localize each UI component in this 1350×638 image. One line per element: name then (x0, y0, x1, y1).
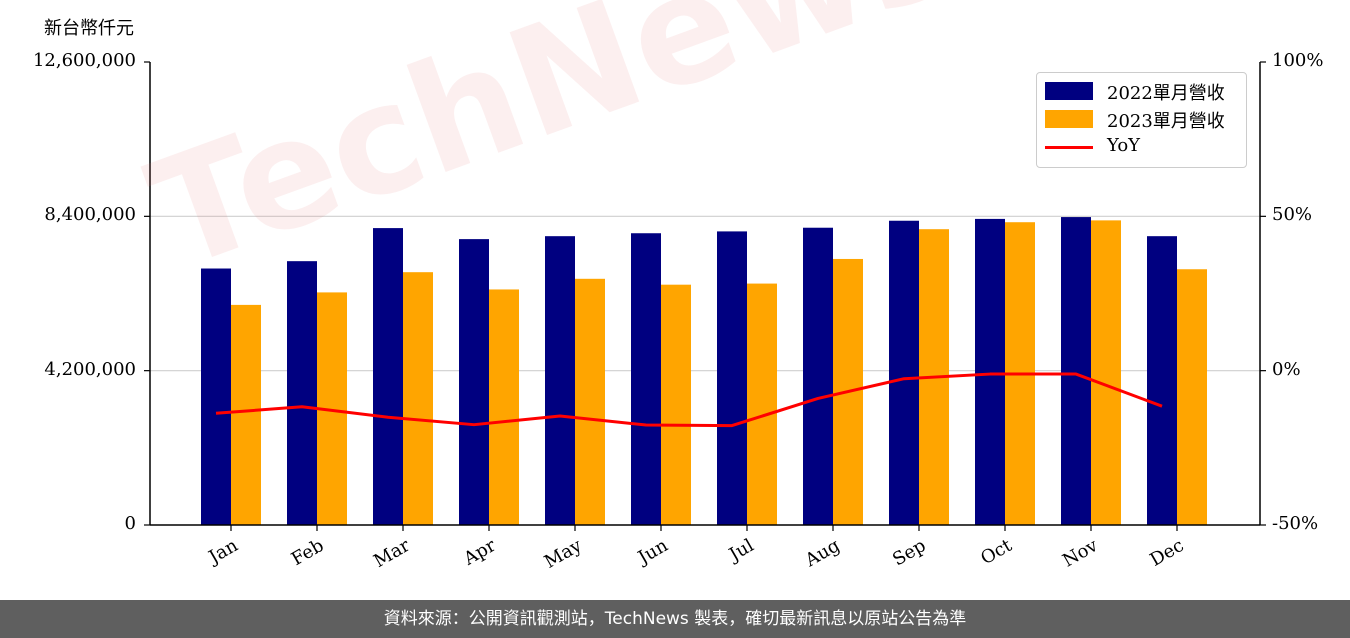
bar-2023-nov (1091, 220, 1121, 525)
y-tick-label: 12,600,000 (32, 50, 136, 71)
y-axis-unit-label: 新台幣仟元 (44, 18, 134, 39)
y-tick-label: 0 (124, 513, 136, 534)
legend-swatch-2022 (1045, 82, 1093, 100)
bar-2023-jul (747, 283, 777, 525)
bar-2022-may (545, 236, 575, 525)
y-tick-label: 8,400,000 (44, 204, 136, 226)
bar-2022-oct (975, 218, 1005, 525)
bar-2022-sep (889, 220, 919, 525)
bar-2023-jun (661, 284, 691, 525)
legend: 2022單月營收 2023單月營收 YoY (1036, 72, 1247, 168)
revenue-chart (144, 61, 1266, 531)
bar-2022-jul (717, 231, 747, 525)
legend-swatch-yoy (1045, 146, 1093, 149)
source-footer: 資料來源：公開資訊觀測站，TechNews 製表，確切最新訊息以原站公告為準 (0, 600, 1350, 638)
y2-tick-label: -50% (1272, 513, 1319, 534)
bar-2023-dec (1177, 269, 1207, 525)
y2-tick-label: 50% (1272, 204, 1313, 226)
bar-2023-mar (403, 272, 433, 525)
yoy-line (215, 372, 1163, 428)
bar-2022-aug (803, 227, 833, 525)
legend-swatch-2023 (1045, 110, 1093, 128)
y2-tick-label: 100% (1272, 50, 1324, 71)
bar-2022-apr (459, 239, 489, 525)
legend-label-2023: 2023單月營收 (1107, 111, 1225, 132)
bar-2022-mar (373, 228, 403, 526)
bar-2022-nov (1061, 217, 1091, 526)
bar-2022-jun (631, 233, 661, 525)
bar-2022-feb (287, 261, 317, 525)
bar-2022-dec (1147, 236, 1177, 525)
bar-2023-jan (231, 304, 261, 525)
y2-tick-label: 0% (1272, 358, 1301, 380)
bar-2023-may (575, 278, 605, 525)
bar-2022-jan (201, 268, 231, 525)
legend-label-2022: 2022單月營收 (1107, 83, 1225, 104)
bar-2023-apr (489, 289, 519, 525)
legend-label-yoy: YoY (1107, 135, 1141, 156)
y-tick-label: 4,200,000 (44, 358, 136, 380)
